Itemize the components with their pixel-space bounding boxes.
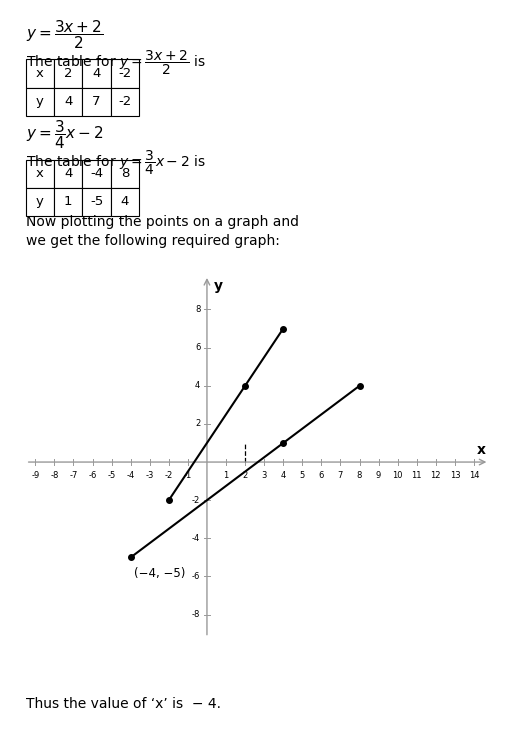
Text: 8: 8 (195, 305, 200, 314)
Text: -2: -2 (192, 496, 200, 505)
Bar (82, 188, 111, 216)
Text: 2: 2 (195, 419, 200, 428)
Text: -3: -3 (146, 470, 154, 479)
Text: 1: 1 (64, 195, 73, 209)
Text: 6: 6 (319, 470, 324, 479)
Text: x: x (36, 167, 44, 180)
Text: 4: 4 (92, 67, 101, 80)
Text: 2: 2 (243, 470, 248, 479)
Text: 2: 2 (64, 67, 73, 80)
Bar (54, 160, 82, 188)
Text: Now plotting the points on a graph and: Now plotting the points on a graph and (26, 215, 299, 229)
Bar (54, 59, 82, 88)
Text: -9: -9 (31, 470, 40, 479)
Text: we get the following required graph:: we get the following required graph: (26, 234, 280, 248)
Text: 3: 3 (262, 470, 267, 479)
Text: 5: 5 (300, 470, 305, 479)
Text: 4: 4 (64, 167, 73, 180)
Text: The table for $y = \dfrac{3x + 2}{2}$ is: The table for $y = \dfrac{3x + 2}{2}$ is (26, 48, 205, 76)
Text: -7: -7 (69, 470, 78, 479)
Text: 7: 7 (92, 95, 101, 108)
Text: y: y (214, 279, 222, 293)
Text: 9: 9 (376, 470, 381, 479)
Text: y: y (36, 195, 44, 209)
Bar (26, 188, 54, 216)
Text: x: x (36, 67, 44, 80)
Bar (111, 88, 139, 116)
Text: -8: -8 (50, 470, 59, 479)
Text: Thus the value of ‘x’ is  − 4.: Thus the value of ‘x’ is − 4. (26, 697, 221, 712)
Text: -4: -4 (127, 470, 135, 479)
Text: 6: 6 (195, 343, 200, 352)
Bar (82, 59, 111, 88)
Text: The table for $y = \dfrac{3}{4}x - 2$ is: The table for $y = \dfrac{3}{4}x - 2$ is (26, 148, 205, 177)
Text: 11: 11 (411, 470, 422, 479)
Text: 4: 4 (121, 195, 129, 209)
Bar (111, 188, 139, 216)
Text: 14: 14 (469, 470, 479, 479)
Text: (−4, −5): (−4, −5) (134, 567, 186, 580)
Text: x: x (476, 443, 486, 457)
Text: -5: -5 (90, 195, 103, 209)
Text: 10: 10 (392, 470, 403, 479)
Text: -4: -4 (192, 533, 200, 543)
Text: 7: 7 (338, 470, 343, 479)
Bar (26, 160, 54, 188)
Text: $y = \dfrac{3x + 2}{2}$: $y = \dfrac{3x + 2}{2}$ (26, 19, 103, 51)
Text: -2: -2 (165, 470, 173, 479)
Text: -4: -4 (90, 167, 103, 180)
Text: -1: -1 (184, 470, 192, 479)
Text: 8: 8 (357, 470, 362, 479)
Bar (111, 160, 139, 188)
Text: 13: 13 (450, 470, 460, 479)
Bar (26, 59, 54, 88)
Text: -8: -8 (192, 610, 200, 619)
Text: $y = \dfrac{3}{4}x - 2$: $y = \dfrac{3}{4}x - 2$ (26, 119, 104, 151)
Bar (111, 59, 139, 88)
Text: -6: -6 (88, 470, 97, 479)
Text: y: y (36, 95, 44, 108)
Text: -6: -6 (192, 572, 200, 581)
Bar (82, 160, 111, 188)
Bar (26, 88, 54, 116)
Text: 12: 12 (431, 470, 441, 479)
Bar (82, 88, 111, 116)
Bar (54, 88, 82, 116)
Text: 8: 8 (121, 167, 129, 180)
Text: -2: -2 (118, 67, 131, 80)
Text: 4: 4 (64, 95, 73, 108)
Text: -2: -2 (118, 95, 131, 108)
Bar (54, 188, 82, 216)
Text: 4: 4 (195, 381, 200, 390)
Text: 4: 4 (281, 470, 286, 479)
Text: 1: 1 (224, 470, 229, 479)
Text: -5: -5 (108, 470, 116, 479)
